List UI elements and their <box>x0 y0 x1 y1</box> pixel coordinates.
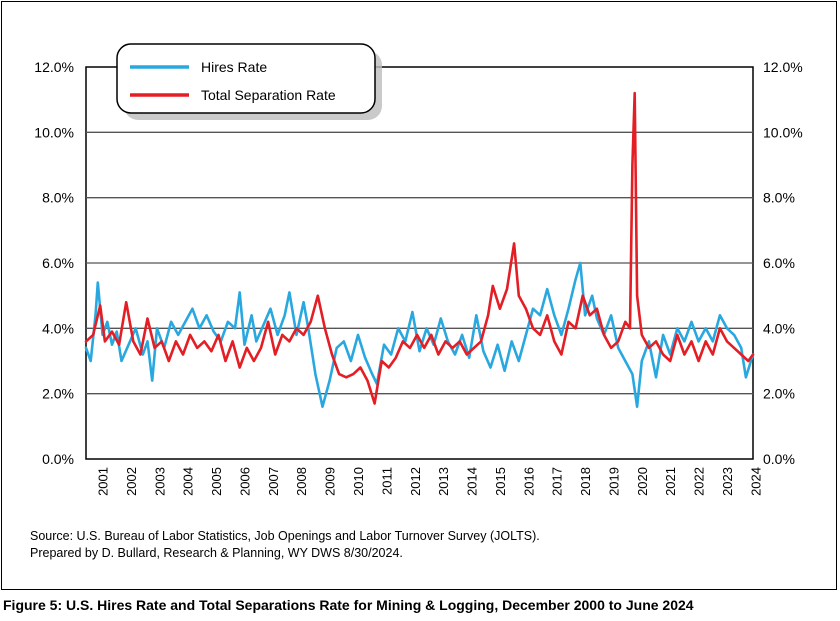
left-y-axis: 0.0% 2.0% 4.0% 6.0% 8.0% 10.0% 12.0% <box>34 59 74 467</box>
y-tick-label-left: 12.0% <box>34 59 74 75</box>
x-tick-label: 2008 <box>294 467 309 496</box>
source-line: Source: U.S. Bureau of Labor Statistics,… <box>30 529 540 543</box>
y-tick-label-left: 10.0% <box>34 124 74 140</box>
x-tick-label: 2016 <box>521 467 536 496</box>
x-tick-label: 2009 <box>323 467 338 496</box>
x-tick-label: 2015 <box>493 467 508 496</box>
x-axis: 2001 2002 2003 2004 2005 2006 2007 2008 2009 2010… <box>96 467 764 496</box>
x-tick-label: 2013 <box>436 467 451 496</box>
y-tick-label-left: 2.0% <box>42 386 74 402</box>
line-chart: 0.0% 2.0% 4.0% 6.0% 8.0% 10.0% 12.0% 0.0% 2.0% 4… <box>34 43 803 496</box>
y-tick-label-left: 8.0% <box>42 190 74 206</box>
y-tick-label-right: 0.0% <box>763 451 795 467</box>
x-tick-label: 2004 <box>181 467 196 496</box>
x-tick-label: 2023 <box>720 467 735 496</box>
y-tick-label-left: 0.0% <box>42 451 74 467</box>
legend: Hires Rate Total Separation Rate <box>116 43 382 120</box>
x-tick-label: 2018 <box>578 467 593 496</box>
x-tick-label: 2014 <box>465 467 480 496</box>
x-tick-label: 2001 <box>96 467 111 496</box>
x-tick-label: 2006 <box>237 467 252 496</box>
y-tick-label-right: 2.0% <box>763 386 795 402</box>
y-tick-label-right: 6.0% <box>763 255 795 271</box>
x-tick-label: 2022 <box>692 467 707 496</box>
prepared-by-line: Prepared by D. Bullard, Research & Plann… <box>30 546 403 560</box>
x-tick-label: 2007 <box>266 467 281 496</box>
x-tick-label: 2019 <box>606 467 621 496</box>
y-tick-label-right: 12.0% <box>763 59 803 75</box>
legend-label-separations: Total Separation Rate <box>201 87 336 103</box>
y-tick-label-right: 4.0% <box>763 320 795 336</box>
source-note: Source: U.S. Bureau of Labor Statistics,… <box>30 528 540 562</box>
right-y-axis: 0.0% 2.0% 4.0% 6.0% 8.0% 10.0% 12.0% <box>763 59 803 467</box>
y-tick-label-right: 8.0% <box>763 190 795 206</box>
x-tick-label: 2021 <box>663 467 678 496</box>
figure-caption: Figure 5: U.S. Hires Rate and Total Sepa… <box>3 597 694 613</box>
x-tick-label: 2020 <box>635 467 650 496</box>
y-tick-label-left: 6.0% <box>42 255 74 271</box>
series-line-hires-rate <box>84 261 755 408</box>
x-tick-label: 2011 <box>379 467 394 495</box>
gridlines <box>86 131 753 395</box>
x-tick-label: 2024 <box>748 467 763 496</box>
x-tick-label: 2005 <box>209 467 224 496</box>
y-tick-label-right: 10.0% <box>763 124 803 140</box>
series-line-total-separation-rate <box>84 91 755 405</box>
x-tick-label: 2002 <box>124 467 139 496</box>
legend-label-hires: Hires Rate <box>201 59 267 75</box>
x-tick-label: 2012 <box>408 467 423 496</box>
x-tick-label: 2017 <box>550 467 565 496</box>
series-layer <box>84 91 755 408</box>
x-tick-label: 2010 <box>351 467 366 496</box>
x-tick-label: 2003 <box>152 467 167 496</box>
y-tick-label-left: 4.0% <box>42 320 74 336</box>
